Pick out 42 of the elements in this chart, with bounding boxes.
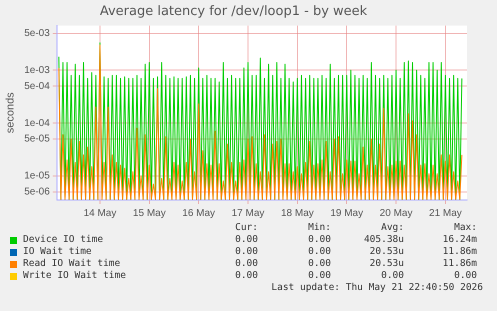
- text: 0.00: [307, 258, 331, 270]
- y-tick-label: 1e-03: [24, 65, 50, 76]
- text: Last update: Thu May 21 22:40:50 2026: [270, 282, 483, 294]
- text: Min:: [307, 222, 331, 234]
- text: Max:: [453, 222, 477, 234]
- legend-label: Write IO Wait time: [23, 270, 126, 282]
- text: 0.00: [307, 246, 331, 258]
- x-tick-label: 21 May: [429, 208, 462, 219]
- y-tick-label: 5e-03: [24, 28, 50, 40]
- x-tick-label: 20 May: [380, 208, 412, 219]
- y-tick-label: 1e-04: [24, 118, 50, 129]
- text: 0.00: [234, 270, 258, 282]
- text: 20.53u: [368, 246, 404, 258]
- y-tick-label: 5e-06: [24, 186, 50, 198]
- y-tick-label: 1e-05: [24, 170, 50, 182]
- y-axis-title: seconds: [4, 92, 17, 134]
- text: 405.38u: [362, 234, 404, 246]
- text: 0.00: [234, 246, 258, 258]
- x-tick-label: 18 May: [280, 208, 314, 219]
- text: 0.00: [307, 234, 331, 246]
- y-tick-label: 5e-05: [24, 134, 50, 145]
- x-tick-label: 17 May: [232, 208, 264, 219]
- chart-title: Average latency for /dev/loop1 - by week: [100, 4, 368, 20]
- text: Avg:: [380, 222, 404, 234]
- x-tick-label: 19 May: [330, 208, 364, 219]
- text: Cur:: [234, 222, 258, 234]
- legend-label: Read IO Wait time: [23, 258, 120, 270]
- x-tick-label: 16 May: [182, 208, 216, 219]
- text: 0.00: [234, 234, 258, 246]
- text: 20.53u: [368, 258, 404, 270]
- text: 16.24m: [442, 234, 477, 246]
- text: 0.00: [307, 270, 331, 282]
- legend-label: Device IO time: [23, 234, 104, 246]
- x-tick-label: 15 May: [132, 208, 166, 219]
- text: 0.00: [234, 258, 258, 270]
- x-tick-label: 14 May: [84, 208, 116, 219]
- text: 11.86m: [442, 246, 477, 258]
- y-tick-label: 5e-04: [24, 80, 50, 92]
- text: 11.86m: [442, 258, 477, 270]
- text: 0.00: [380, 270, 404, 282]
- text: 0.00: [453, 270, 477, 282]
- legend-label: IO Wait time: [23, 246, 92, 258]
